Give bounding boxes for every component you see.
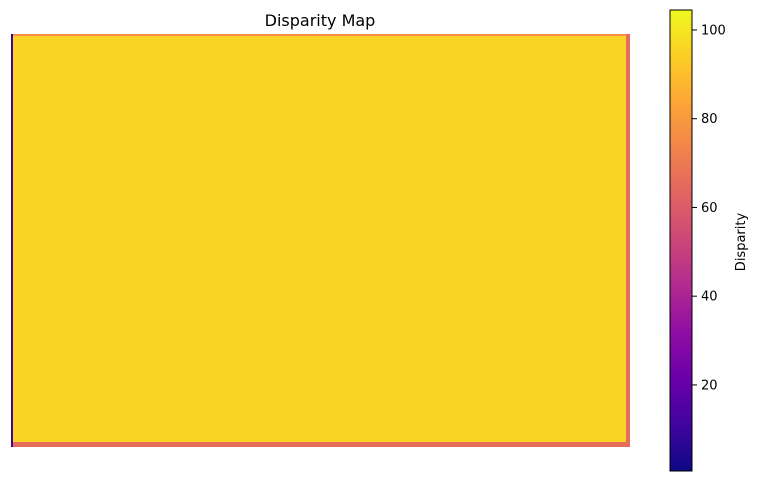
colorbar-tick-label: 60	[701, 201, 718, 216]
colorbar-frame	[669, 9, 693, 472]
disparity-top-edge	[11, 34, 630, 36]
colorbar-tick-label: 80	[701, 112, 718, 127]
colorbar-gradient	[670, 10, 692, 471]
disparity-bottom-edge	[11, 442, 630, 447]
disparity-fill	[11, 34, 630, 447]
colorbar: 20 40 60 80 100 Disparity	[669, 9, 749, 472]
disparity-image	[11, 34, 630, 447]
colorbar-tick-label: 20	[701, 378, 718, 393]
colorbar-label: Disparity	[734, 213, 749, 272]
chart-title: Disparity Map	[265, 11, 376, 30]
colorbar-tick-label: 40	[701, 290, 718, 305]
disparity-left-edge	[11, 34, 13, 447]
colorbar-ticks: 20 40 60 80 100	[692, 23, 726, 393]
colorbar-tick-label: 100	[701, 23, 726, 38]
disparity-right-edge	[626, 34, 630, 447]
